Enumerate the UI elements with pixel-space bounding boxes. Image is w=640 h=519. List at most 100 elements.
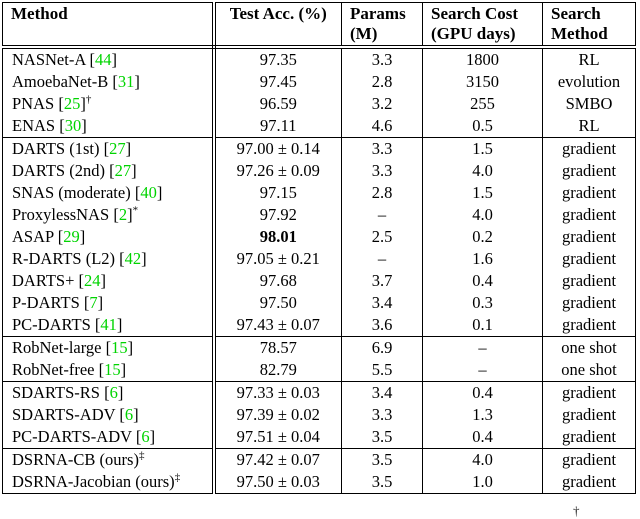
citation-link[interactable]: 29 <box>63 227 80 246</box>
params-cell: 4.6 <box>341 115 423 138</box>
method-cell: RobNet-free [15] <box>2 359 216 382</box>
citation-link[interactable]: 41 <box>100 315 117 334</box>
table-row: DARTS (1st) [27] 97.00 ± 0.14 3.3 1.5 gradie… <box>2 137 636 160</box>
test-acc-cell: 97.42 ± 0.07 <box>213 448 342 471</box>
search-cost-cell: 1.5 <box>422 182 543 204</box>
search-method-cell: gradient <box>561 205 617 224</box>
method-cell: ProxylessNAS [2]* <box>2 204 216 226</box>
results-table-container: Method Test Acc. (%) Params (M) Search C… <box>2 2 636 494</box>
params-cell: 3.2 <box>341 93 423 115</box>
method-cell: RobNet-large [15] <box>2 336 216 359</box>
test-acc-cell: 97.50 ± 0.03 <box>213 471 342 494</box>
header-test-acc: Test Acc. (%) <box>213 2 342 49</box>
citation-link[interactable]: 40 <box>140 183 157 202</box>
header-search-cost-line2: (GPU days) <box>431 24 516 43</box>
search-cost-cell: 1800 <box>422 47 543 71</box>
search-method-cell: gradient <box>561 249 617 268</box>
method-name: P-DARTS <box>12 293 80 312</box>
header-search-method-line2: Method <box>551 24 608 43</box>
table-row: SNAS (moderate) [40] 97.15 2.8 1.5 gradient <box>2 182 636 204</box>
table-row: RobNet-large [15] 78.57 6.9– one shot <box>2 336 636 359</box>
citation-link[interactable]: 31 <box>117 72 135 91</box>
citation-link[interactable]: 42 <box>124 249 142 268</box>
search-method-cell: RL <box>578 116 600 135</box>
method-name: ENAS <box>12 116 56 135</box>
method-name: DSRNA-Jacobian (ours) <box>12 472 175 491</box>
test-acc-cell: 98.01 <box>213 226 342 248</box>
params-cell: 3.4 <box>341 381 423 404</box>
method-name: ASAP <box>12 227 54 246</box>
table-row: P-DARTS [7] 97.50 3.4 0.3 gradient <box>2 292 636 314</box>
search-method-cell: evolution <box>557 72 621 91</box>
citation-link[interactable]: 27 <box>109 139 126 158</box>
method-cell: PC-DARTS [41] <box>2 314 216 337</box>
citation-link[interactable]: 6 <box>141 427 150 446</box>
table-row: DARTS (2nd) [27] 97.26 ± 0.09 3.3 4.0 gradie… <box>2 160 636 182</box>
method-cell: DARTS (1st) [27] <box>2 137 216 160</box>
method-footnote-symbol: ‡ <box>138 449 145 462</box>
search-cost-cell: 1.6 <box>422 248 543 270</box>
method-name: SNAS (moderate) <box>12 183 131 202</box>
test-acc-cell: 78.57 <box>213 336 342 359</box>
method-cell: P-DARTS [7] <box>2 292 216 314</box>
search-cost-cell: 255 <box>422 93 543 115</box>
test-acc-cell: 97.26 ± 0.09 <box>213 160 342 182</box>
citation-link[interactable]: 6 <box>109 383 118 402</box>
method-name: DARTS (2nd) <box>12 161 105 180</box>
citation-link[interactable]: 15 <box>104 360 121 379</box>
search-method-cell: SMBO <box>565 94 613 113</box>
table-row: AmoebaNet-B [31] 97.45 2.8 3150 evolution <box>2 71 636 93</box>
search-cost-cell: 0.2 <box>422 226 543 248</box>
search-method-cell: gradient <box>542 381 636 404</box>
method-cell: ASAP [29] <box>2 226 216 248</box>
params-cell: 3.5 <box>341 426 423 449</box>
test-acc-cell: 97.50 <box>213 292 342 314</box>
citation-link[interactable]: 27 <box>114 161 132 180</box>
search-cost-cell: 1.3 <box>422 404 543 426</box>
header-search-cost: Search Cost (GPU days) <box>422 2 543 49</box>
search-method-cell: one shot <box>561 360 617 379</box>
citation-link[interactable]: 7 <box>89 293 98 312</box>
test-acc-cell: 97.05 ± 0.21 <box>213 248 342 270</box>
method-name: AmoebaNet-B <box>12 72 109 91</box>
citation-link[interactable]: 2 <box>118 205 128 224</box>
citation-link[interactable]: 44 <box>94 50 112 69</box>
table-row: PC-DARTS [41] 97.43 ± 0.07 3.6 0.1 gradient <box>2 314 636 337</box>
method-name: DARTS+ <box>12 271 75 290</box>
search-method-cell: gradient <box>561 227 617 246</box>
table-row: RobNet-free [15] 82.79 5.5– one shot <box>2 359 636 382</box>
table-row: ENAS [30] 97.11 4.6 0.5 RL <box>2 115 636 138</box>
params-cell: 3.3 <box>341 404 423 426</box>
header-params: Params (M) <box>341 2 423 49</box>
method-name: SDARTS-ADV <box>12 405 116 424</box>
citation-link[interactable]: 25 <box>63 94 81 113</box>
test-acc-cell: 97.43 ± 0.07 <box>213 314 342 337</box>
search-method-cell: gradient <box>561 161 617 180</box>
test-acc-cell: 97.39 ± 0.02 <box>213 404 342 426</box>
method-cell: SDARTS-ADV [6] <box>2 404 216 426</box>
method-cell: DARTS (2nd) [27] <box>2 160 216 182</box>
citation-link[interactable]: 6 <box>124 405 134 424</box>
params-cell: 3.4 <box>341 292 423 314</box>
method-name: PC-DARTS <box>12 315 91 334</box>
params-cell: 3.7 <box>341 270 423 292</box>
results-table-body: NASNet-A [44] 97.35 3.3 1800 RL AmoebaNet-B [… <box>2 47 636 494</box>
citation-link[interactable]: 15 <box>111 338 128 357</box>
table-row: NASNet-A [44] 97.35 3.3 1800 RL <box>2 47 636 71</box>
citation-link[interactable]: 30 <box>64 116 82 135</box>
method-name: DARTS (1st) <box>12 139 100 158</box>
search-cost-cell: 0.5 <box>422 115 543 138</box>
search-cost-cell: 4.0 <box>422 204 543 226</box>
params-cell: 3.3 <box>341 47 423 71</box>
method-name: R-DARTS (L2) <box>12 249 116 268</box>
header-params-line2: (M) <box>350 24 378 43</box>
params-cell: – <box>341 248 423 270</box>
search-cost-cell: 4.0 <box>422 160 543 182</box>
search-method-cell: gradient <box>561 405 617 424</box>
method-cell: ENAS [30] <box>2 115 216 138</box>
search-method-cell: RL <box>578 50 600 69</box>
citation-link[interactable]: 24 <box>84 271 101 290</box>
search-method-cell: gradient <box>542 137 636 160</box>
method-name: SDARTS-RS <box>12 383 100 402</box>
params-cell: 3.3 <box>341 160 423 182</box>
